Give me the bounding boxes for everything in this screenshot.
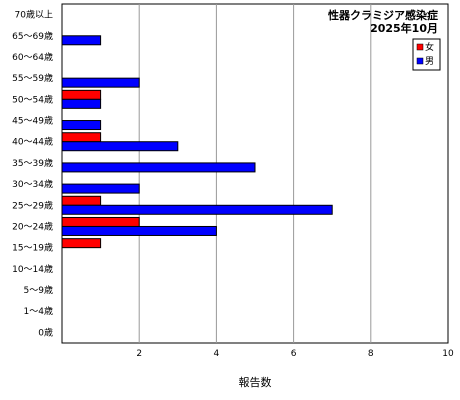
bar-male [61,204,333,215]
legend-label-female: 女 [425,41,434,53]
x-tick-labels: 2 4 6 8 10 [136,349,454,359]
bar-male [61,162,256,173]
bar-male [61,77,140,88]
x-tick-label: 2 [136,349,142,359]
bar-female [61,89,102,100]
y-tick-label: 40～44歳 [12,136,53,148]
y-tick-label: 0歳 [38,326,53,338]
bar-male [61,141,179,152]
y-tick-label: 30～34歳 [12,178,53,190]
legend-swatch-female [416,43,424,51]
grid [138,4,372,343]
y-tick-label: 25～29歳 [12,199,53,211]
y-tick-label: 55～59歳 [12,72,53,84]
y-tick-label: 20～24歳 [12,220,53,232]
y-tick-label: 70歳以上 [15,9,53,21]
bar-male [61,120,102,131]
bar-female [61,132,102,143]
bar-male [61,225,217,236]
chart-subtitle: 2025年10月 [370,21,438,35]
y-tick-label: 1～4歳 [24,305,53,317]
x-tick-label: 6 [291,349,297,359]
y-tick-label: 10～14歳 [12,263,53,275]
y-tick-label: 45～49歳 [12,115,53,127]
bar-female [61,195,102,206]
legend: 女 男 [412,38,441,71]
y-tick-label: 50～54歳 [12,93,53,105]
y-tick-label: 35～39歳 [12,157,53,169]
x-tick-label: 8 [368,349,374,359]
y-tick-label: 5～9歳 [24,284,53,296]
legend-label-male: 男 [425,56,434,67]
bar-male [61,98,102,109]
bar-male [61,35,102,46]
bars [61,35,333,249]
plot-area [61,3,449,344]
bar-male [61,183,140,194]
bar-female [61,238,102,249]
chart-title: 性器クラミジア感染症 [328,8,438,22]
y-tick-labels: 70歳以上 65～69歳 60～64歳 55～59歳 50～54歳 45～49歳 40～44… [12,9,53,339]
x-tick-label: 10 [442,349,454,359]
bar-female [61,216,140,227]
legend-swatch-male [416,57,424,65]
y-tick-label: 60～64歳 [12,51,53,63]
y-tick-label: 65～69歳 [12,30,53,42]
x-tick-label: 4 [214,349,220,359]
x-axis-label: 報告数 [239,376,272,389]
y-tick-label: 15～19歳 [12,242,53,254]
